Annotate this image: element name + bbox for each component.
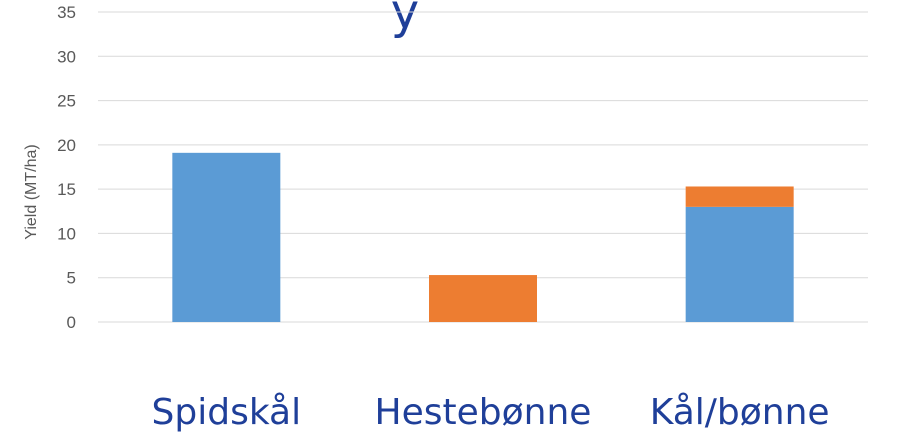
y-tick-label: 35: [57, 3, 76, 22]
y-tick-label: 0: [67, 313, 76, 332]
y-tick-label: 10: [57, 224, 76, 243]
bar-series-1-Kål/bønne: [685, 206, 794, 322]
y-tick-label: 20: [57, 136, 76, 155]
bar-series-2-Kål/bønne: [685, 186, 794, 207]
y-axis-title: Yield (MT/ha): [23, 144, 40, 239]
bar-series-2-Hestebønne: [429, 275, 537, 322]
category-labels: Spidskål Hestebønne Kål/bønne: [152, 392, 830, 432]
y-tick-label: 15: [57, 180, 76, 199]
category-label: Hestebønne: [375, 392, 592, 432]
y-tick-label: 5: [67, 269, 76, 288]
bar-series-1-Spidskål: [172, 152, 281, 322]
y-tick-label: 30: [57, 47, 76, 66]
category-label: Kål/bønne: [650, 392, 830, 432]
category-label: Spidskål: [152, 392, 302, 432]
y-axis-ticks: 0 5 10 15 20 25 30 35: [57, 3, 76, 332]
bars: [172, 152, 794, 322]
y-tick-label: 25: [57, 92, 76, 111]
chart-title: y: [391, 0, 419, 40]
